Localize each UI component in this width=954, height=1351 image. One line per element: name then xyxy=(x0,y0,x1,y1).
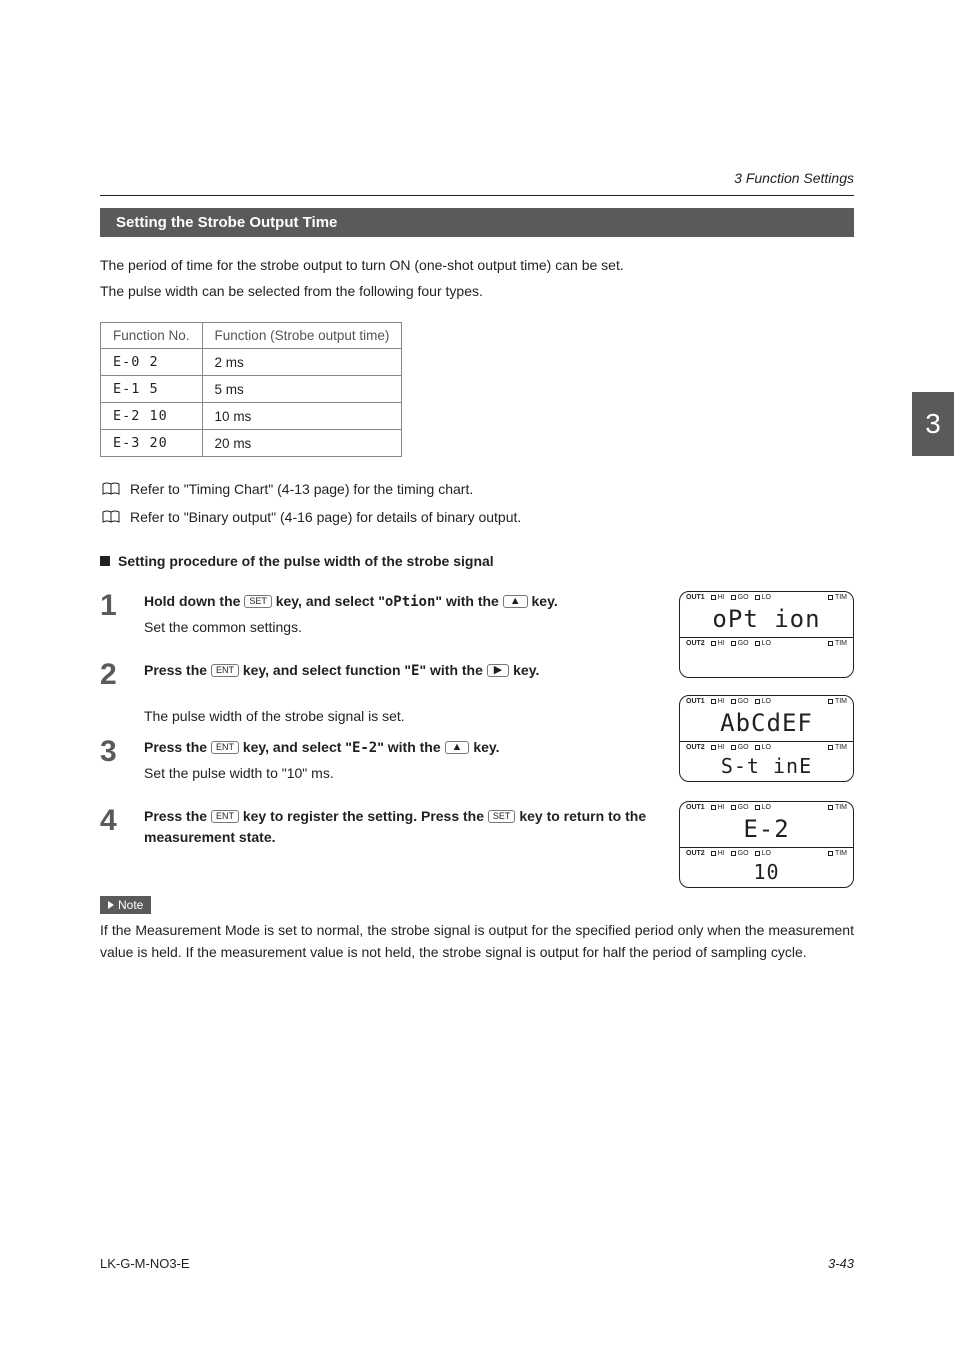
table-row: E-1 5 5 ms xyxy=(101,376,402,403)
note-body: If the Measurement Mode is set to normal… xyxy=(100,920,854,963)
right-arrow-key-icon: ▶ xyxy=(487,664,509,677)
table-header-cell: Function No. xyxy=(101,323,203,349)
table-header-cell: Function (Strobe output time) xyxy=(202,323,402,349)
lcd-unit: OUT1 HI GO LO TIM AbCdEF OUT2 HI GO LO T… xyxy=(679,695,854,782)
lcd-label-row: OUT2 HI GO LO TIM xyxy=(680,638,853,647)
reference-line: Refer to "Timing Chart" (4-13 page) for … xyxy=(102,481,854,497)
table-header-row: Function No. Function (Strobe output tim… xyxy=(101,323,402,349)
step-text: Hold down the xyxy=(144,593,244,609)
table-cell: 2 ms xyxy=(202,349,402,376)
triangle-icon xyxy=(108,901,114,909)
display-panel-2: OUT1 HI GO LO TIM AbCdEF OUT2 HI GO LO T… xyxy=(679,695,854,792)
table-row: E-0 2 2 ms xyxy=(101,349,402,376)
step-text: key, and select " xyxy=(239,739,352,755)
display-panel-3: OUT1 HI GO LO TIM E-2 OUT2 HI GO LO TIM … xyxy=(679,801,854,898)
step-text: Press the xyxy=(144,739,211,755)
table-cell: E-0 2 xyxy=(101,349,203,376)
lcd-line xyxy=(680,647,853,677)
step-text: key. xyxy=(469,739,499,755)
function-table: Function No. Function (Strobe output tim… xyxy=(100,322,402,457)
ent-key-icon: ENT xyxy=(211,810,239,823)
step-number: 4 xyxy=(100,806,126,836)
step-number: 2 xyxy=(100,660,126,690)
ent-key-icon: ENT xyxy=(211,741,239,754)
lcd-label-row: OUT1 HI GO LO TIM xyxy=(680,696,853,705)
step-text: Press the xyxy=(144,808,211,824)
reference-text: Refer to "Binary output" (4-16 page) for… xyxy=(130,509,521,525)
step-text: key, and select function " xyxy=(239,662,411,678)
note-tag: Note xyxy=(100,896,151,914)
lcd-line: S-t inE xyxy=(680,751,853,781)
step-plain-text: Set the common settings. xyxy=(144,617,654,638)
display-panel-1: OUT1 HI GO LO TIM oPt ion OUT2 HI GO LO … xyxy=(679,591,854,688)
table-cell: 10 ms xyxy=(202,403,402,430)
lcd-line: AbCdEF xyxy=(680,705,853,741)
step-text: key, and select " xyxy=(272,593,385,609)
page-content: Setting the Strobe Output Time The perio… xyxy=(0,0,954,1024)
step-text: key to register the setting. Press the xyxy=(239,808,488,824)
chapter-number: 3 xyxy=(925,408,941,440)
reference-text: Refer to "Timing Chart" (4-13 page) for … xyxy=(130,481,473,497)
set-key-icon: SET xyxy=(488,810,516,823)
subhead-text: Setting procedure of the pulse width of … xyxy=(118,553,494,569)
footer-doc-id: LK-G-M-NO3-E xyxy=(100,1256,190,1271)
lcd-label-row: OUT2 HI GO LO TIM xyxy=(680,742,853,751)
footer-page-number: 3-43 xyxy=(828,1256,854,1271)
intro-line-2: The pulse width can be selected from the… xyxy=(100,281,854,303)
lcd-line: 10 xyxy=(680,857,853,887)
header-rule xyxy=(100,195,854,196)
step-text: key. xyxy=(509,662,539,678)
table-cell: 5 ms xyxy=(202,376,402,403)
square-bullet-icon xyxy=(100,556,110,566)
up-arrow-key-icon: ▲ xyxy=(503,595,528,608)
table-cell: 20 ms xyxy=(202,430,402,457)
set-key-icon: SET xyxy=(244,595,272,608)
up-arrow-key-icon: ▲ xyxy=(445,741,470,754)
lcd-line: E-2 xyxy=(680,811,853,847)
lcd-unit: OUT1 HI GO LO TIM oPt ion OUT2 HI GO LO … xyxy=(679,591,854,678)
segment-text: oPtion xyxy=(385,594,436,610)
segment-text: E-2 xyxy=(352,740,377,756)
reference-line: Refer to "Binary output" (4-16 page) for… xyxy=(102,509,854,525)
step-text: " with the xyxy=(377,739,444,755)
step-number: 3 xyxy=(100,737,126,767)
procedure-subhead: Setting procedure of the pulse width of … xyxy=(100,553,854,569)
step-text: " with the xyxy=(419,662,486,678)
intro-line-1: The period of time for the strobe output… xyxy=(100,255,854,277)
table-row: E-3 20 20 ms xyxy=(101,430,402,457)
lcd-unit: OUT1 HI GO LO TIM E-2 OUT2 HI GO LO TIM … xyxy=(679,801,854,888)
section-title-bar: Setting the Strobe Output Time xyxy=(100,208,854,237)
step-plain-text: The pulse width of the strobe signal is … xyxy=(144,706,654,727)
lcd-line: oPt ion xyxy=(680,601,853,637)
step-text: Press the xyxy=(144,662,211,678)
table-cell: E-2 10 xyxy=(101,403,203,430)
table-cell: E-3 20 xyxy=(101,430,203,457)
page-footer: LK-G-M-NO3-E 3-43 xyxy=(100,1256,854,1271)
table-cell: E-1 5 xyxy=(101,376,203,403)
lcd-label-row: OUT2 HI GO LO TIM xyxy=(680,848,853,857)
book-icon xyxy=(102,482,120,496)
header-breadcrumb: 3 Function Settings xyxy=(734,170,854,186)
note-label: Note xyxy=(118,898,143,912)
lcd-label-row: OUT1 HI GO LO TIM xyxy=(680,592,853,601)
step-text: " with the xyxy=(435,593,502,609)
step-number: 1 xyxy=(100,591,126,621)
step-text: key. xyxy=(528,593,558,609)
ent-key-icon: ENT xyxy=(211,664,239,677)
chapter-side-tab: 3 xyxy=(912,392,954,456)
steps-container: OUT1 HI GO LO TIM oPt ion OUT2 HI GO LO … xyxy=(100,591,854,848)
lcd-label-row: OUT1 HI GO LO TIM xyxy=(680,802,853,811)
book-icon xyxy=(102,510,120,524)
step-plain-text: Set the pulse width to "10" ms. xyxy=(144,763,654,784)
table-row: E-2 10 10 ms xyxy=(101,403,402,430)
